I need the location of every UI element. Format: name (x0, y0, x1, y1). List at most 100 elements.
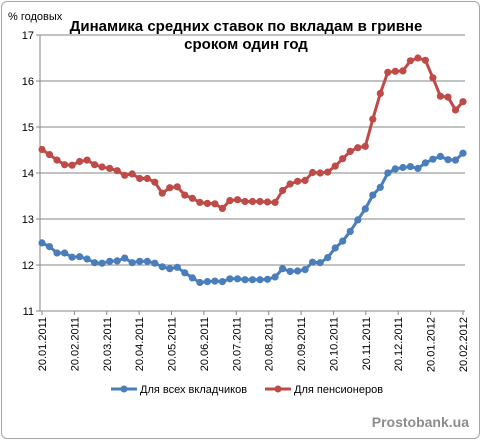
series-0-point (121, 254, 129, 262)
series-0-point (451, 156, 460, 164)
y-tick-label: 14 (22, 168, 34, 180)
series-1-point (384, 68, 392, 76)
series-1-point (248, 197, 257, 206)
series-1-point (226, 197, 234, 205)
series-0-point (181, 269, 189, 277)
series-1-point (136, 174, 144, 183)
series-0-point (354, 216, 362, 224)
series-0-point (241, 276, 249, 284)
y-tick-label: 15 (22, 122, 34, 134)
series-0-point (444, 156, 452, 164)
series-1-point (188, 194, 196, 202)
series-1-point (241, 197, 249, 206)
series-1-point (233, 196, 242, 204)
series-1-point (391, 67, 399, 75)
series-1-point (83, 156, 91, 164)
series-1-point (158, 189, 166, 197)
series-0-point (188, 274, 196, 282)
series-1-point (256, 197, 264, 206)
series-1-point (376, 89, 384, 97)
x-tick-label: 20.01.2012 (426, 317, 438, 372)
series-1-point (181, 191, 189, 199)
series-0-point (53, 249, 61, 257)
series-1-point (263, 198, 272, 206)
series-1-point (459, 98, 467, 106)
series-0-point (128, 259, 136, 267)
series-1-point (429, 74, 437, 82)
series-1-point (196, 198, 204, 206)
series-0-point (324, 254, 332, 262)
series-1-point (301, 176, 309, 184)
series-lines (38, 54, 467, 287)
legend-marker-all-depositors (120, 385, 128, 393)
x-tick-label: 20.10.2011 (328, 317, 340, 371)
chart-title-line-2: сроком один год (184, 36, 308, 53)
gridlines (40, 34, 465, 312)
series-0-point (406, 163, 414, 171)
x-tick-label: 20.04.2011 (134, 317, 146, 371)
series-0-point (38, 239, 46, 247)
series-0-point (143, 257, 151, 265)
y-tick-label: 12 (22, 260, 34, 272)
series-0-point (196, 278, 204, 287)
y-tick-label: 17 (22, 30, 34, 42)
series-0-point (429, 155, 437, 163)
series-1-point (61, 161, 69, 169)
series-1-point (203, 199, 211, 207)
series-1-point (354, 144, 362, 152)
series-1-point (399, 67, 407, 75)
series-1-point (339, 155, 347, 163)
series-1-point (45, 151, 54, 159)
y-axis-label: % годовых (8, 11, 63, 23)
series-0-point (226, 275, 234, 283)
series-1-point (166, 184, 174, 192)
series-0-point (158, 263, 166, 271)
x-tick-label: 20.12.2011 (393, 317, 405, 371)
series-0-point (106, 257, 114, 265)
legend-label-all-depositors: Для всех вкладчиков (140, 384, 247, 396)
series-1-point (406, 57, 414, 65)
series-0-point (61, 249, 69, 257)
series-0-point (233, 275, 242, 283)
x-tick-label: 20.02.2012 (458, 317, 470, 372)
series-0-point (203, 278, 211, 286)
series-0-point (294, 267, 302, 275)
series-0-point (436, 152, 444, 160)
series-1-point (91, 161, 99, 169)
series-1-point (331, 162, 339, 170)
series-1-point (279, 186, 287, 195)
series-0-point (271, 273, 279, 281)
series-1-point (421, 56, 429, 64)
series-0-point (76, 253, 84, 261)
series-1-point (76, 157, 84, 166)
series-1-point (436, 92, 444, 100)
x-tick-label: 20.09.2011 (296, 317, 308, 371)
series-0-point (316, 259, 324, 267)
series-0-point (263, 275, 272, 283)
series-1-point (294, 177, 302, 185)
x-tick-label: 20.03.2011 (102, 317, 114, 371)
series-0-point (45, 243, 54, 251)
legend: Для всех вкладчиков Для пенсионеров (111, 384, 383, 396)
series-0-point (331, 244, 339, 252)
series-0-point (346, 227, 354, 235)
series-0-point (376, 183, 384, 191)
chart-title-line-1: Динамика средних ставок по вкладам в гри… (70, 18, 423, 35)
axes: 11 12 13 14 15 16 17 20.01.2011 20.02.2011 20.03.… (22, 30, 470, 372)
series-1-point (106, 164, 114, 172)
series-1-point (286, 180, 294, 188)
x-tick-label: 20.06.2011 (199, 317, 211, 371)
series-1-point (218, 204, 226, 212)
series-0-point (256, 276, 264, 284)
series-1-point (444, 93, 452, 101)
series-1-point (451, 106, 460, 114)
series-1-point (316, 169, 324, 177)
series-1-point (68, 161, 76, 169)
series-0-point (459, 149, 467, 157)
series-0-point (414, 164, 422, 172)
series-1-point (121, 171, 129, 179)
y-tick-label: 16 (22, 76, 34, 88)
series-0-point (248, 276, 257, 284)
series-0-point (369, 191, 377, 199)
